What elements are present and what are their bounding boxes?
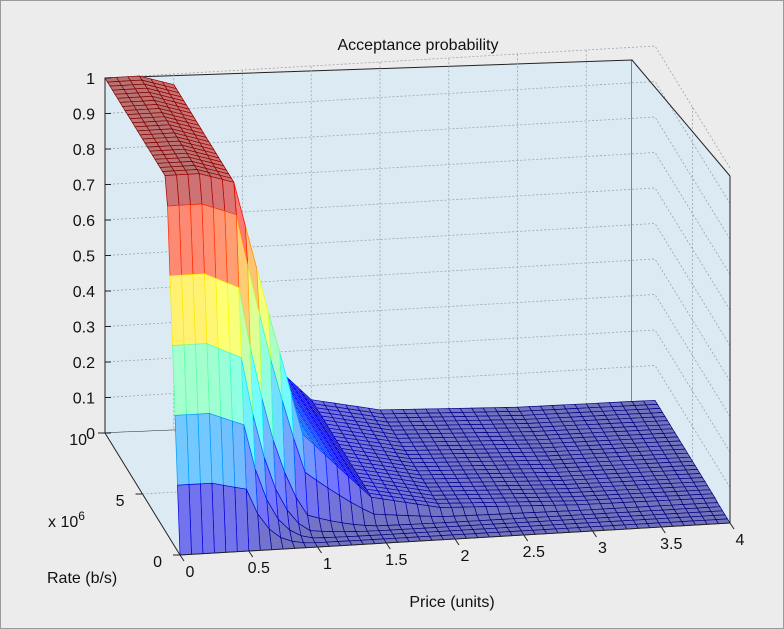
x-tick-label: 3 — [598, 540, 607, 557]
chart-title: Acceptance probability — [338, 37, 499, 54]
z-tick-label: 0.7 — [73, 178, 95, 195]
x-tick-label: 2 — [461, 548, 470, 565]
tick-labels: 00.10.20.30.40.50.60.70.80.910 0.5 1 1.5 2 2.… — [69, 71, 744, 581]
x-tick-mark — [385, 542, 391, 550]
x-tick-label: 4 — [736, 532, 745, 549]
z-tick-label: 0.3 — [73, 320, 95, 337]
x-tick-mark — [592, 530, 597, 538]
x-tick-mark — [523, 534, 529, 542]
z-tick-label: 0.5 — [73, 249, 95, 266]
y-axis-multiplier-base: x 10 — [48, 514, 78, 531]
x-tick-label: 3.5 — [660, 536, 682, 553]
x-tick-label: 0.5 — [248, 560, 270, 577]
surface-cell — [172, 344, 187, 416]
z-tick-label: 0.8 — [73, 142, 95, 159]
y-axis-multiplier: x 106 — [48, 509, 85, 531]
x-axis-label: Price (units) — [409, 594, 494, 611]
x-tick-mark — [248, 550, 254, 558]
x-tick-mark — [317, 546, 322, 554]
z-tick-label: 1 — [86, 71, 95, 88]
x-tick-mark — [729, 522, 735, 530]
y-tick-label: 5 — [116, 493, 125, 510]
surface-cell — [174, 414, 190, 486]
surface-cell — [177, 484, 192, 556]
y-tick-label: 10 — [69, 432, 87, 449]
right-wall-top-edge — [631, 59, 731, 177]
x-tick-mark — [660, 526, 666, 534]
surface-mesh — [104, 75, 731, 556]
z-tick-label: 0 — [86, 426, 95, 443]
surface-cell — [167, 204, 182, 277]
surface-cell — [164, 174, 180, 207]
y-tick-label: 0 — [153, 554, 162, 571]
z-tick-label: 0.6 — [73, 213, 95, 230]
z-tick-label: 0.9 — [73, 107, 95, 124]
z-tick-label: 0.2 — [73, 355, 95, 372]
surface-cell — [169, 274, 185, 346]
y-axis-multiplier-exponent: 6 — [78, 509, 85, 523]
x-tick-label: 0 — [186, 564, 195, 581]
x-tick-label: 2.5 — [523, 544, 545, 561]
x-tick-label: 1.5 — [385, 552, 407, 569]
x-tick-label: 1 — [323, 556, 332, 573]
x-tick-mark — [454, 538, 460, 546]
z-tick-label: 0.1 — [73, 391, 95, 408]
y-axis-label: Rate (b/s) — [47, 570, 117, 587]
x-tick-mark — [179, 554, 185, 562]
z-tick-label: 0.4 — [73, 284, 95, 301]
